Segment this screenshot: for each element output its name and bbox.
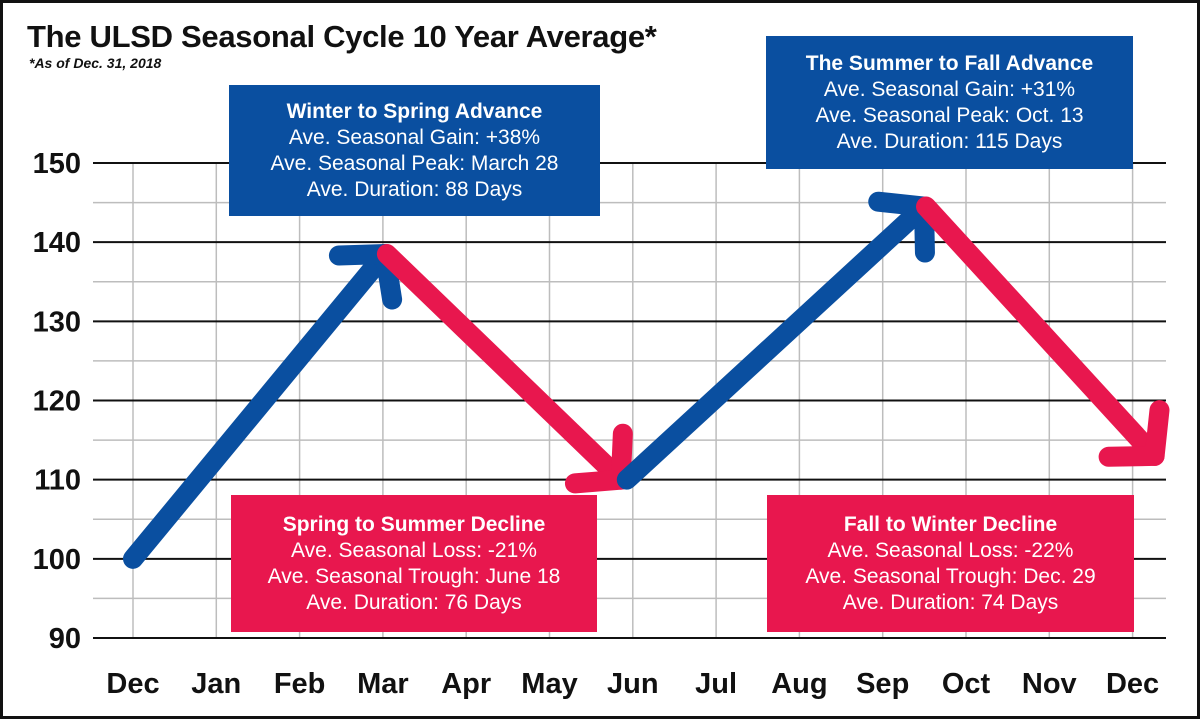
y-tick-label: 130 [33,306,81,338]
x-tick-label: Mar [357,668,409,700]
x-tick-label: Dec [106,668,159,700]
trend-arrow-advance [616,191,935,490]
callout-heading: The Summer to Fall Advance [805,51,1094,75]
y-tick-label: 90 [49,623,81,655]
x-tick-label: Oct [942,668,991,700]
x-tick-label: Dec [1106,668,1159,700]
callout-line: Ave. Seasonal Peak: Oct. 13 [815,103,1084,127]
callout-heading: Spring to Summer Decline [282,512,546,536]
x-tick-label: Sep [856,668,909,700]
callout-line: Ave. Seasonal Peak: March 28 [270,151,559,175]
trend-arrow-decline [916,196,1170,467]
y-tick-labels: 90 100 110 120 130 140 150 [33,148,81,655]
callout-line: Ave. Duration: 74 Days [842,590,1059,614]
trend-arrow-shaft [916,196,1165,466]
x-tick-label: Aug [771,668,827,700]
x-tick-label: Jun [607,668,659,700]
x-tick-labels: Dec Jan Feb Mar Apr May Jun Jul Aug Sep Oct Nov Dec [106,668,1159,700]
callout-line: Ave. Seasonal Loss: -22% [827,538,1074,562]
callout-spring-to-summer-decline: Spring to Summer Decline Ave. Seasonal L… [231,495,597,632]
x-tick-label: Jul [695,668,737,700]
callout-line: Ave. Seasonal Trough: Dec. 29 [805,564,1096,588]
trend-arrow-decline [376,244,633,494]
x-tick-label: Feb [274,668,326,700]
callout-winter-to-spring-advance: Winter to Spring Advance Ave. Seasonal G… [229,85,600,216]
callout-line: Ave. Duration: 76 Days [306,590,522,614]
trend-arrows [123,191,1170,569]
y-tick-label: 100 [33,544,81,576]
x-tick-label: Apr [441,668,491,700]
callout-line: Ave. Duration: 115 Days [836,129,1063,153]
callout-line: Ave. Seasonal Gain: +38% [288,125,541,149]
y-tick-label: 150 [33,148,81,180]
chart-subtitle: *As of Dec. 31, 2018 [29,55,162,71]
callout-line: Ave. Seasonal Loss: -21% [291,538,537,562]
callout-heading: Winter to Spring Advance [286,99,543,123]
callout-heading: Fall to Winter Decline [843,512,1058,536]
y-tick-label: 120 [33,386,81,418]
callout-summer-to-fall-advance: The Summer to Fall Advance Ave. Seasonal… [766,36,1133,169]
trend-arrow-shaft [616,196,934,490]
x-tick-label: Nov [1022,668,1077,700]
x-tick-label: Jan [191,668,241,700]
trend-arrow-shaft [376,244,631,490]
x-tick-label: May [521,668,577,700]
trend-arrow-head [1098,400,1170,467]
callout-fall-to-winter-decline: Fall to Winter Decline Ave. Seasonal Los… [767,495,1134,632]
callout-line: Ave. Seasonal Trough: June 18 [267,564,561,588]
y-tick-label: 110 [34,465,81,497]
callout-line: Ave. Seasonal Gain: +31% [823,77,1076,101]
trend-arrow-shaft [123,244,395,569]
callout-line: Ave. Duration: 88 Days [306,177,523,201]
chart-title: The ULSD Seasonal Cycle 10 Year Average* [27,19,657,54]
y-tick-label: 140 [33,227,81,259]
